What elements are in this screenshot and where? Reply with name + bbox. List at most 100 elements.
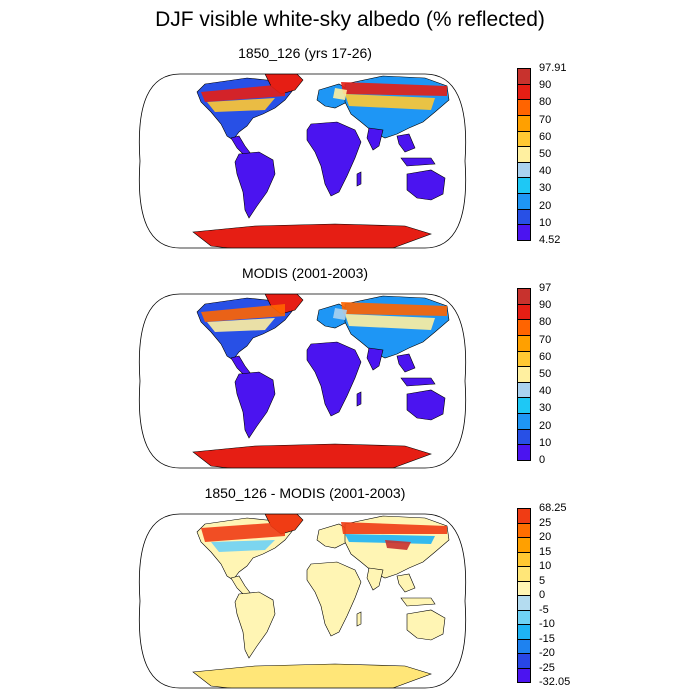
colorbar-swatch <box>517 653 531 669</box>
figure-title: DJF visible white-sky albedo (% reflecte… <box>155 8 545 31</box>
colorbar-label: 40 <box>539 165 552 178</box>
colorbar-label: 10 <box>539 436 552 449</box>
indonesia-region <box>400 157 436 167</box>
colorbar-swatch <box>517 508 531 524</box>
albedo-band-4 <box>333 308 347 320</box>
colorbar-swatch <box>517 334 531 352</box>
colorbar-swatch <box>517 319 531 336</box>
colorbar-swatch <box>517 366 531 383</box>
albedo-band-3 <box>345 94 435 110</box>
madagascar-region <box>356 391 362 407</box>
colorbar-swatch <box>517 83 531 101</box>
albedo-band-0 <box>201 522 285 542</box>
colorbar-label: 10 <box>539 560 552 572</box>
colorbar-swatch <box>517 580 531 596</box>
colorbar-swatch <box>517 522 531 538</box>
colorbar-label: 25 <box>539 516 552 529</box>
map-border <box>138 73 467 249</box>
panel-2-map <box>138 293 467 469</box>
panel-3-map <box>138 513 467 689</box>
colorbar-swatch <box>517 303 531 321</box>
colorbar-label: 30 <box>539 402 552 415</box>
se-asia-region <box>396 133 416 153</box>
colorbar-swatch <box>517 381 531 399</box>
colorbar-swatch <box>517 177 531 195</box>
colorbar-label: 90 <box>539 79 552 92</box>
colorbar-label: 15 <box>539 545 552 558</box>
australia-region <box>406 389 446 421</box>
colorbar-label: 70 <box>539 113 552 126</box>
colorbar-swatch <box>517 428 531 446</box>
albedo-band-2 <box>341 302 447 316</box>
colorbar-label: 80 <box>539 316 552 329</box>
se-asia-region <box>396 573 416 593</box>
india-region <box>366 567 384 591</box>
australia-region <box>406 609 446 641</box>
albedo-band-2 <box>341 522 447 534</box>
india-region <box>366 347 384 371</box>
colorbar-swatch <box>517 288 531 305</box>
colorbar-label: -25 <box>539 661 555 674</box>
panel-3-title: 1850_126 - MODIS (2001-2003) <box>204 485 406 501</box>
colorbar-label: 90 <box>539 299 552 312</box>
colorbar-swatch <box>517 193 531 210</box>
colorbar-swatch <box>517 350 531 368</box>
albedo-band-0 <box>201 304 285 322</box>
map-border <box>138 293 467 469</box>
indonesia-region <box>400 377 436 387</box>
colorbar-label: 20 <box>539 531 552 543</box>
panel-1-title: 1850_126 (yrs 17-26) <box>238 45 372 61</box>
colorbar-swatch <box>517 444 531 461</box>
africa-region <box>306 341 362 417</box>
colorbar-label: 40 <box>539 385 552 398</box>
colorbar-swatch <box>517 146 531 163</box>
colorbar-label: 97 <box>539 282 552 294</box>
colorbar-label: 60 <box>539 350 552 363</box>
south-america-region <box>234 591 276 659</box>
colorbar-label: -20 <box>539 647 555 659</box>
colorbar-swatch <box>517 566 531 582</box>
colorbar-label: -10 <box>539 618 555 630</box>
colorbar-swatch <box>517 99 531 116</box>
albedo-band-3 <box>345 314 435 330</box>
colorbar-label: -32.05 <box>539 676 571 688</box>
albedo-band-4 <box>333 88 347 100</box>
madagascar-region <box>356 611 362 627</box>
colorbar-swatch <box>517 595 531 611</box>
australia-region <box>406 169 446 201</box>
albedo-band-1 <box>207 318 275 332</box>
colorbar-label: 5 <box>539 574 546 587</box>
colorbar-swatch <box>517 413 531 430</box>
colorbar-label: 50 <box>539 148 552 160</box>
colorbar-label: 97.91 <box>539 62 567 74</box>
albedo-band-1 <box>207 98 275 112</box>
map-border <box>138 513 467 689</box>
colorbar-swatch <box>517 667 531 683</box>
colorbar-swatch <box>517 624 531 640</box>
colorbar-swatch <box>517 397 531 415</box>
colorbar-label: 0 <box>539 589 546 601</box>
south-america-region <box>234 371 276 439</box>
colorbar-label: 30 <box>539 182 552 195</box>
albedo-band-4 <box>385 540 411 550</box>
colorbar-swatch <box>517 114 531 132</box>
india-region <box>366 127 384 151</box>
colorbar-swatch <box>517 537 531 553</box>
colorbar-swatch <box>517 609 531 625</box>
colorbar-swatch <box>517 208 531 226</box>
albedo-band-0 <box>201 84 285 102</box>
africa-region <box>306 561 362 637</box>
colorbar-label: -5 <box>539 603 549 616</box>
antarctica-region <box>192 663 432 688</box>
colorbar-label: 70 <box>539 333 552 346</box>
colorbar-label: 50 <box>539 368 552 380</box>
antarctica-region <box>192 223 432 248</box>
colorbar-swatch <box>517 638 531 654</box>
colorbar-swatch <box>517 551 531 567</box>
panel-2-title: MODIS (2001-2003) <box>241 265 369 281</box>
colorbar-label: 0 <box>539 454 546 466</box>
albedo-band-1 <box>211 540 275 552</box>
colorbar-swatch <box>517 161 531 179</box>
colorbar-label: 60 <box>539 130 552 143</box>
colorbar-swatch <box>517 224 531 241</box>
